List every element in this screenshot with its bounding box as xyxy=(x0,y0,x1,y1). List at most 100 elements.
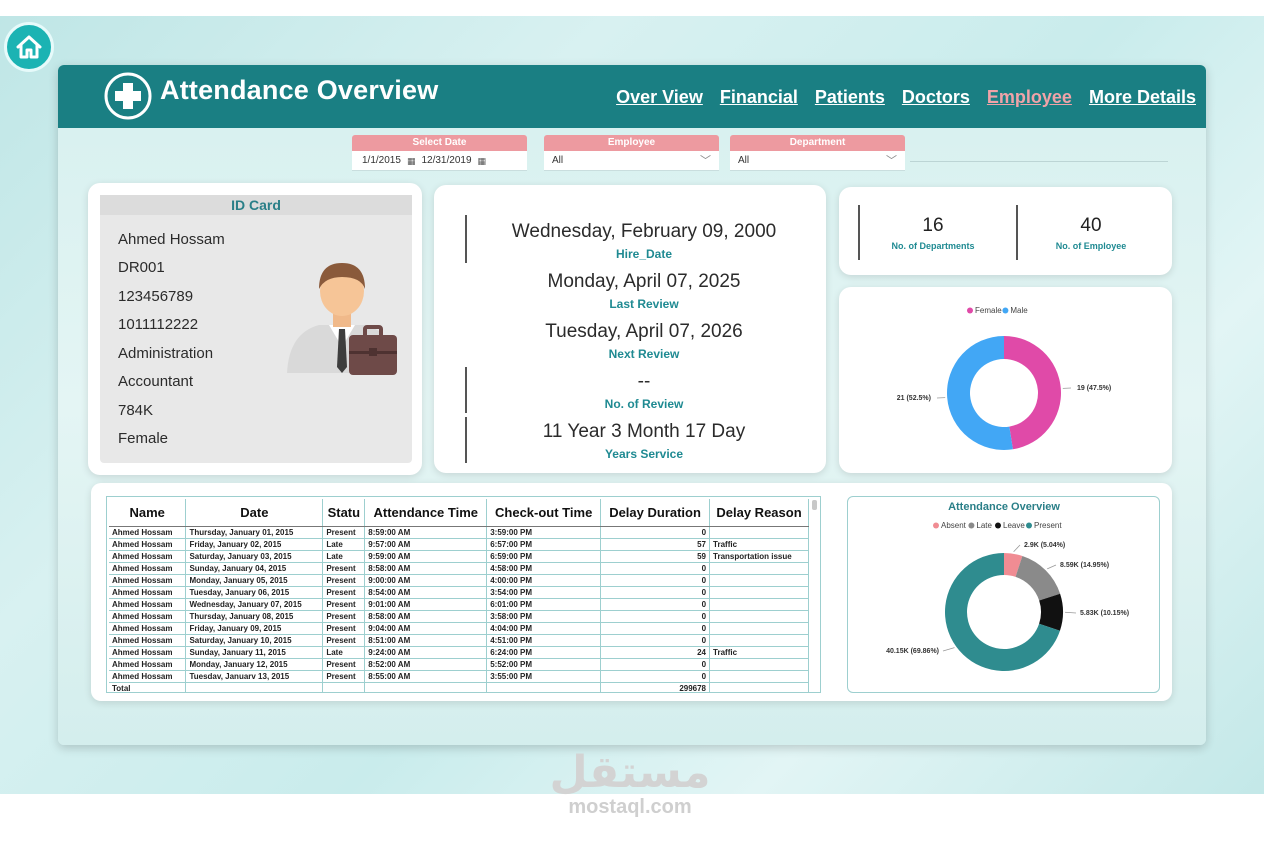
table-row[interactable]: Ahmed Hossam Tuesdav, Januarv 13, 2015 Pre… xyxy=(109,670,809,683)
column-header[interactable]: Delay Reason xyxy=(709,499,809,527)
table-header-row: Name Date Statu Attendance Time Check-out Ti… xyxy=(109,499,809,527)
divider xyxy=(910,161,1168,162)
legend-marker xyxy=(968,522,975,529)
department-dropdown[interactable]: All ﹀ xyxy=(730,151,905,171)
employee-dropdown[interactable]: All ﹀ xyxy=(544,151,719,171)
table-row[interactable]: Ahmed Hossam Tuesday, January 06, 2015 Pre… xyxy=(109,586,809,599)
employee-avatar-icon xyxy=(287,263,397,375)
table-cell: 4:04:00 PM xyxy=(486,622,602,635)
column-header[interactable]: Statu xyxy=(322,499,366,527)
table-cell: Ahmed Hossam xyxy=(109,526,187,539)
table-cell: 4:00:00 PM xyxy=(486,574,602,587)
table-cell: 6:01:00 PM xyxy=(486,598,602,611)
review-count-label: No. of Review xyxy=(604,397,684,411)
hire-date-label: Hire_Date xyxy=(615,247,673,261)
table-cell xyxy=(709,658,809,671)
table-row[interactable]: Ahmed Hossam Friday, January 09, 2015 Pres… xyxy=(109,622,809,635)
donut-slice-leave[interactable] xyxy=(1039,593,1063,631)
table-cell: 9:04:00 AM xyxy=(364,622,488,635)
table-row[interactable]: Ahmed Hossam Saturday, January 03, 2015 La… xyxy=(109,550,809,563)
table-row[interactable]: Ahmed Hossam Wednesday, January 07, 2015 P… xyxy=(109,598,809,611)
column-header[interactable]: Check-out Time xyxy=(486,499,602,527)
chevron-down-icon[interactable]: ﹀ xyxy=(886,155,897,167)
table-cell: Late xyxy=(322,538,366,551)
table-cell: 4:51:00 PM xyxy=(486,634,602,647)
legend-item[interactable]: Absent xyxy=(941,521,967,530)
table-cell: Monday, January 05, 2015 xyxy=(185,574,324,587)
calendar-icon[interactable]: ▦ xyxy=(406,156,416,166)
table-cell: Present xyxy=(322,622,366,635)
nav-more-details[interactable]: More Details xyxy=(1088,87,1196,107)
legend-item[interactable]: Female xyxy=(975,306,1002,315)
table-cell: Wednesday, January 07, 2015 xyxy=(185,598,324,611)
divider xyxy=(465,417,467,463)
table-cell: 9:00:00 AM xyxy=(364,574,488,587)
table-cell: 9:57:00 AM xyxy=(364,538,488,551)
end-date-input[interactable]: 12/31/2019 xyxy=(421,155,472,166)
column-header[interactable]: Attendance Time xyxy=(364,499,488,527)
table-row[interactable]: Ahmed Hossam Saturday, January 10, 2015 Pr… xyxy=(109,634,809,647)
donut-slice-male[interactable] xyxy=(947,336,1013,450)
table-cell: Ahmed Hossam xyxy=(109,574,187,587)
table-row[interactable]: Ahmed Hossam Friday, January 02, 2015 Late… xyxy=(109,538,809,551)
table-row[interactable]: Ahmed Hossam Sunday, January 11, 2015 Late… xyxy=(109,646,809,659)
table-cell: 0 xyxy=(600,610,711,623)
donut-slice-late[interactable] xyxy=(1015,555,1061,601)
legend-item[interactable]: Present xyxy=(1034,521,1062,530)
leader-line xyxy=(1013,544,1021,553)
table-cell: Ahmed Hossam xyxy=(109,562,187,575)
legend-item[interactable]: Late xyxy=(976,521,992,530)
data-label: 8.59K (14.95%) xyxy=(1060,562,1109,569)
table-cell xyxy=(709,682,809,692)
employee-job-title: Accountant xyxy=(118,373,194,390)
table-cell: Thursday, January 08, 2015 xyxy=(185,610,324,623)
donut-slice-absent[interactable] xyxy=(1004,553,1023,577)
legend-item[interactable]: Leave xyxy=(1003,521,1025,530)
legend-marker xyxy=(995,522,1001,529)
start-date-input[interactable]: 1/1/2015 xyxy=(362,155,401,166)
scrollbar[interactable] xyxy=(812,500,817,510)
table-cell: 8:58:00 AM xyxy=(364,610,488,623)
leader-line xyxy=(1064,611,1077,614)
nav-employee[interactable]: Employee xyxy=(986,87,1072,107)
donut-slice-female[interactable] xyxy=(1004,336,1061,450)
legend-item[interactable]: Male xyxy=(1010,306,1028,315)
table-cell xyxy=(185,682,324,692)
years-service-label: Years Service xyxy=(604,447,684,461)
divider xyxy=(465,367,467,413)
table-row[interactable]: Ahmed Hossam Monday, January 12, 2015 Pres… xyxy=(109,658,809,671)
table-row[interactable]: Ahmed Hossam Monday, January 05, 2015 Pres… xyxy=(109,574,809,587)
table-cell: Traffic xyxy=(709,538,809,551)
table-cell: 3:58:00 PM xyxy=(486,610,602,623)
calendar-icon[interactable]: ▦ xyxy=(477,156,487,166)
chevron-down-icon[interactable]: ﹀ xyxy=(700,155,711,167)
table-cell: Friday, January 02, 2015 xyxy=(185,538,324,551)
table-cell xyxy=(709,634,809,647)
table-cell: Present xyxy=(322,574,366,587)
table-cell: 0 xyxy=(600,622,711,635)
attendance-chart-box: Attendance Overview Absent Late Leave Presen… xyxy=(847,496,1160,693)
date-slicer-label: Select Date xyxy=(352,135,527,151)
nav-financial[interactable]: Financial xyxy=(719,87,798,107)
table-cell: 299678 xyxy=(600,682,711,692)
nav-patients[interactable]: Patients xyxy=(814,87,885,107)
id-card: ID Card Ahmed Hossam DR001 123456789 101… xyxy=(100,195,412,463)
attendance-table: Name Date Statu Attendance Time Check-out Ti… xyxy=(109,499,809,692)
home-icon xyxy=(16,35,42,59)
table-cell: Ahmed Hossam xyxy=(109,622,187,635)
table-cell xyxy=(709,598,809,611)
table-row[interactable]: Ahmed Hossam Thursday, January 01, 2015 Pr… xyxy=(109,526,809,539)
column-header[interactable]: Delay Duration xyxy=(600,499,711,527)
home-button[interactable] xyxy=(4,22,54,72)
table-row[interactable]: Ahmed Hossam Thursday, January 08, 2015 Pr… xyxy=(109,610,809,623)
nav-overview[interactable]: Over View xyxy=(616,87,703,107)
table-cell: 0 xyxy=(600,574,711,587)
donut-slice-present[interactable] xyxy=(945,553,1060,671)
review-count-value: -- xyxy=(637,371,651,392)
column-header[interactable]: Name xyxy=(109,499,187,527)
table-total-row: Total 299678 xyxy=(109,682,809,692)
column-header[interactable]: Date xyxy=(185,499,324,527)
nav-doctors[interactable]: Doctors xyxy=(901,87,970,107)
table-row[interactable]: Ahmed Hossam Sunday, January 04, 2015 Pres… xyxy=(109,562,809,575)
table-cell xyxy=(709,622,809,635)
